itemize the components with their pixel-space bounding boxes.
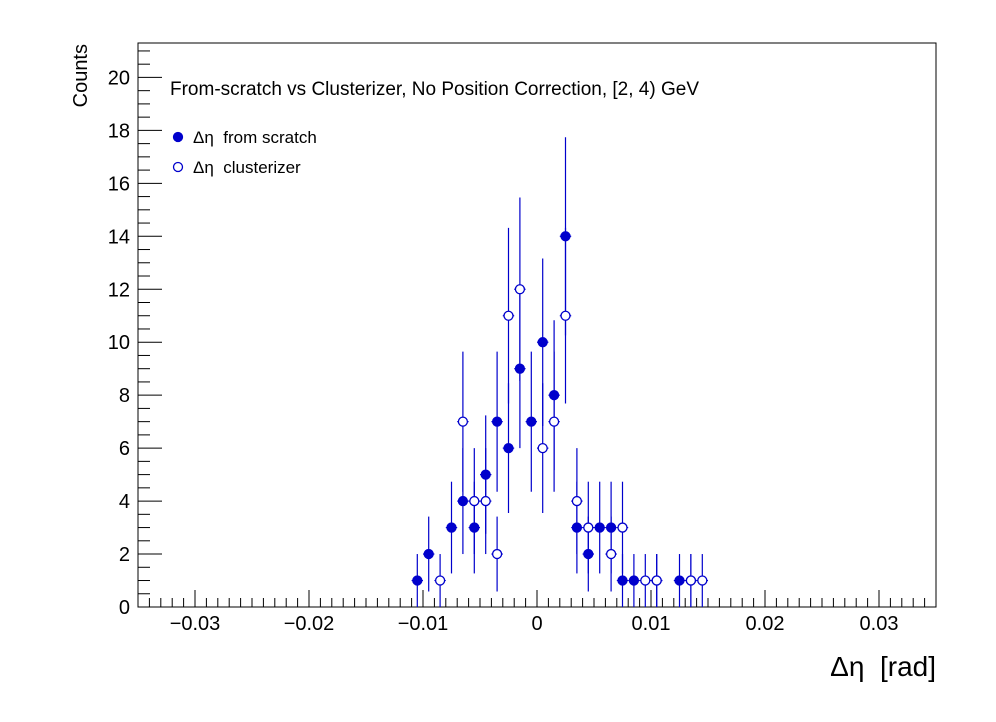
- marker: [583, 522, 594, 533]
- y-tick-label: 14: [108, 226, 130, 248]
- legend-label-from-scratch: Δη from scratch: [193, 128, 317, 147]
- point-clusterizer: [582, 481, 594, 574]
- marker: [685, 575, 697, 586]
- marker: [674, 575, 685, 586]
- point-from-scratch: [491, 351, 503, 492]
- point-from-scratch: [445, 481, 458, 574]
- marker: [605, 548, 617, 560]
- marker: [423, 548, 434, 560]
- y-tick-label: 18: [108, 120, 130, 142]
- marker: [697, 575, 708, 586]
- marker: [503, 310, 514, 321]
- point-clusterizer: [457, 351, 469, 492]
- y-tick-label: 8: [119, 385, 130, 407]
- point-clusterizer: [605, 516, 617, 592]
- point-clusterizer: [548, 351, 560, 492]
- point-clusterizer: [468, 448, 480, 555]
- y-tick-label: 16: [108, 173, 130, 195]
- point-clusterizer: [502, 227, 515, 404]
- point-clusterizer: [559, 227, 572, 404]
- marker: [457, 416, 469, 427]
- marker: [594, 522, 605, 533]
- y-tick-label: 0: [119, 597, 130, 619]
- marker: [514, 284, 526, 295]
- y-tick-label: 6: [119, 438, 130, 460]
- point-from-scratch: [673, 554, 686, 607]
- marker: [446, 522, 457, 533]
- legend-marker-clusterizer: [172, 161, 184, 173]
- marker: [469, 495, 480, 507]
- x-axis-label: Δη [rad]: [830, 651, 936, 682]
- y-axis-label: Counts: [70, 44, 92, 107]
- marker: [537, 442, 548, 454]
- marker: [617, 522, 628, 533]
- x-tick-label: −0.01: [398, 613, 449, 635]
- marker: [651, 575, 662, 586]
- marker: [526, 416, 537, 427]
- legend-label-clusterizer: Δη clusterizer: [193, 158, 301, 177]
- axis-ticks: [137, 50, 937, 608]
- x-tick-label: −0.02: [284, 613, 335, 635]
- legend: Δη from scratch Δη clusterizer: [172, 128, 317, 177]
- point-from-scratch: [423, 516, 435, 592]
- point-clusterizer: [685, 554, 697, 607]
- y-tick-labels: 0 2 4 6 8 10 12 14 16 18 20: [108, 67, 130, 619]
- y-tick-label: 10: [108, 332, 130, 354]
- x-tick-label: −0.03: [170, 613, 221, 635]
- y-tick-label: 20: [108, 67, 130, 89]
- marker: [503, 442, 514, 454]
- marker: [434, 575, 446, 586]
- point-clusterizer: [514, 197, 526, 381]
- y-tick-label: 4: [119, 491, 130, 513]
- point-clusterizer: [491, 516, 503, 592]
- point-from-scratch: [594, 481, 606, 574]
- marker: [571, 495, 583, 507]
- y-tick-label: 12: [108, 279, 130, 301]
- point-clusterizer: [639, 554, 651, 607]
- marker: [537, 337, 548, 348]
- legend-marker-from-scratch: [172, 131, 184, 143]
- chart-title: From-scratch vs Clusterizer, No Position…: [170, 79, 699, 100]
- point-clusterizer: [651, 554, 663, 607]
- point-from-scratch: [525, 351, 537, 492]
- x-tick-label: 0.03: [860, 613, 899, 635]
- point-clusterizer: [434, 554, 446, 607]
- marker: [628, 575, 640, 586]
- marker: [412, 575, 423, 586]
- x-tick-label: 0.02: [746, 613, 785, 635]
- point-clusterizer: [571, 448, 583, 555]
- point-clusterizer: [696, 554, 708, 607]
- marker: [560, 310, 571, 321]
- marker: [457, 495, 469, 507]
- marker: [617, 575, 628, 586]
- point-from-scratch: [411, 554, 423, 607]
- point-clusterizer: [537, 383, 549, 513]
- marker: [640, 575, 651, 586]
- x-tick-label: 0.01: [632, 613, 671, 635]
- data-points: [411, 137, 708, 607]
- marker: [491, 416, 503, 427]
- marker: [548, 416, 560, 427]
- point-from-scratch: [628, 554, 640, 607]
- point-clusterizer: [480, 448, 492, 555]
- y-tick-label: 2: [119, 544, 130, 566]
- point-from-scratch: [502, 383, 515, 513]
- x-tick-labels: −0.03 −0.02 −0.01 0 0.01 0.02 0.03: [170, 613, 899, 635]
- x-tick-label: 0: [531, 613, 542, 635]
- marker: [480, 495, 491, 507]
- point-clusterizer: [616, 481, 629, 574]
- marker: [491, 548, 503, 560]
